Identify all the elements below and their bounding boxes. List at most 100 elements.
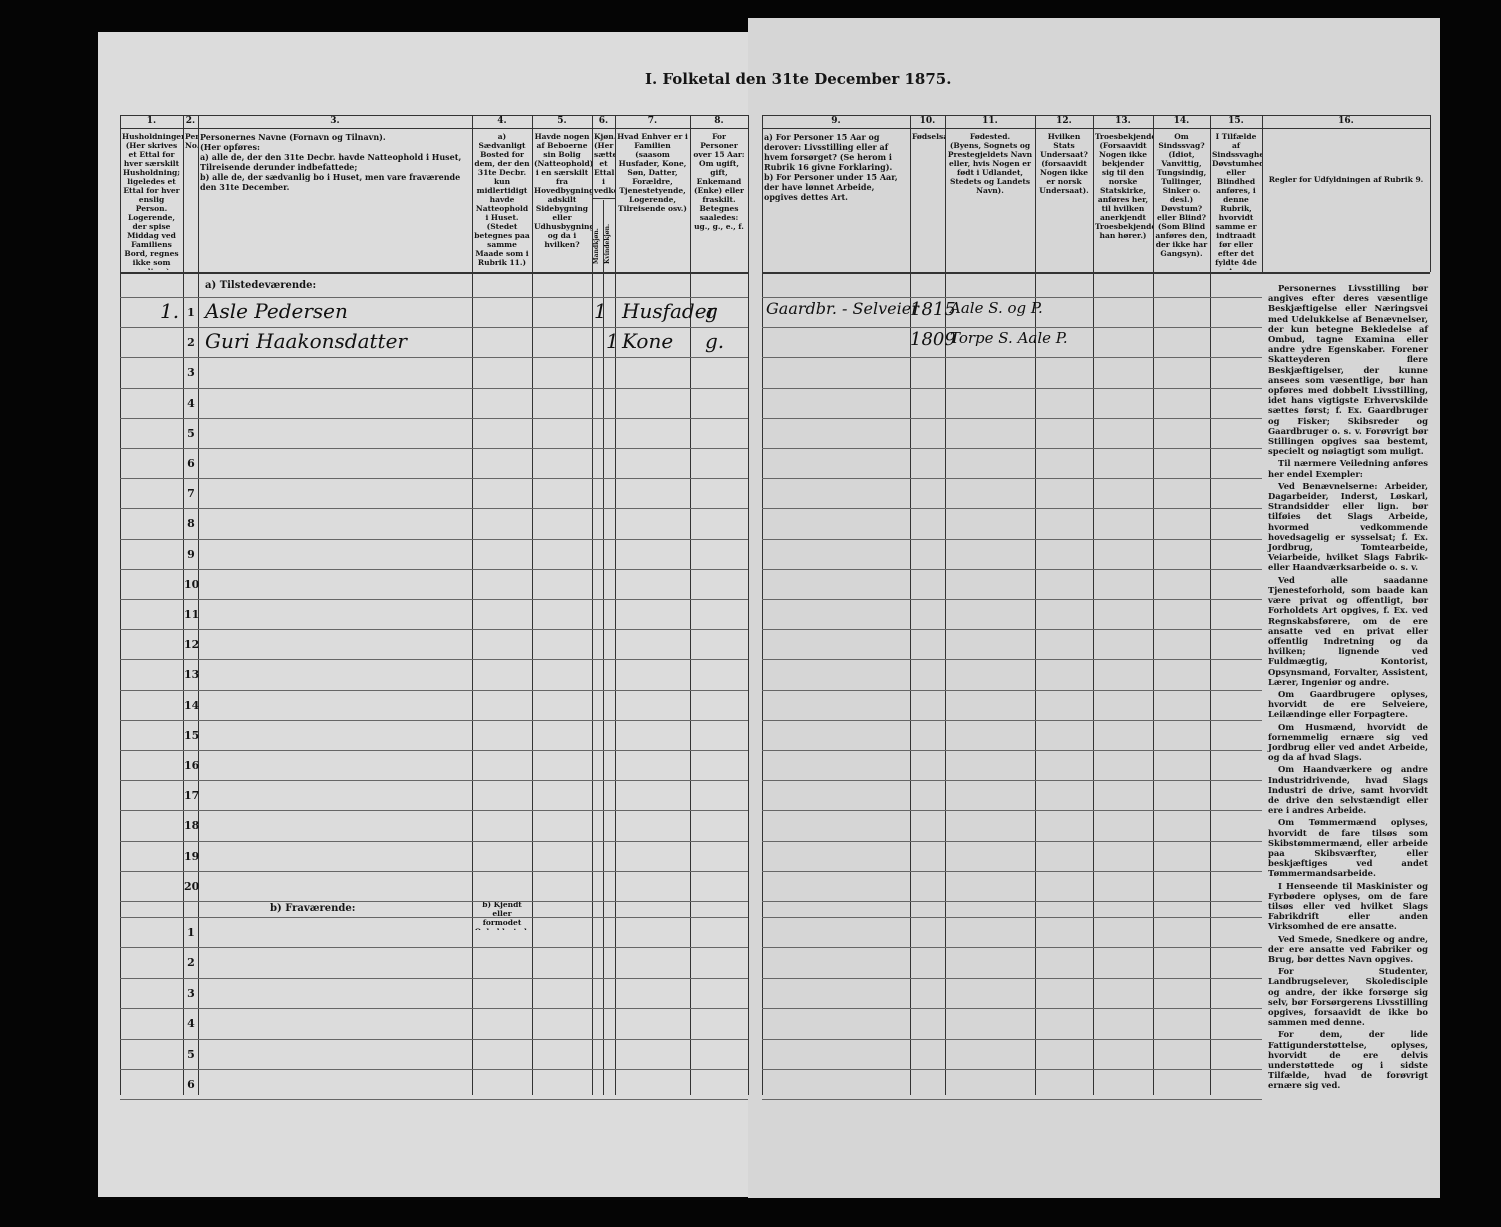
- column-number: 13.: [1115, 116, 1131, 126]
- row-rule: [120, 538, 748, 540]
- rules-paragraph: Til nærmere Veiledning anføres her endel…: [1268, 458, 1428, 479]
- column-number: 2.: [185, 116, 196, 126]
- rules-paragraph: Om Husmænd, hvorvidt de fornemmelig ernæ…: [1268, 721, 1428, 763]
- row-rule: [762, 1099, 1262, 1101]
- rules-paragraph: For Studenter, Landbrugselever, Skoledis…: [1268, 966, 1428, 1028]
- form-title: I. Folketal den 31te December 1875.: [645, 70, 952, 88]
- rule: [762, 115, 763, 1095]
- row-rule: [762, 538, 1262, 540]
- row-number: 7: [187, 487, 195, 501]
- row-number: 18: [184, 819, 200, 833]
- rules-paragraph: Om Haandværkere og andre Industridrivend…: [1268, 764, 1428, 816]
- row-rule: [120, 599, 748, 600]
- column-header: Kjøn. (Her sættes et Ettal i vedkommende…: [594, 132, 615, 196]
- column-number: 11.: [982, 116, 998, 126]
- row-rule: [120, 629, 748, 631]
- row-rule: [120, 840, 748, 842]
- rule: [472, 115, 473, 1095]
- row-rule: [120, 977, 748, 979]
- row-rule: [762, 659, 1262, 661]
- column-number: 7.: [647, 116, 658, 126]
- rule: [1035, 115, 1036, 1095]
- row-rule: [120, 659, 748, 661]
- rules-paragraph: Ved Benævnelserne: Arbeider, Dagarbeider…: [1268, 480, 1428, 573]
- sex-subheader: Kvindekjøn.: [604, 223, 611, 264]
- column-number: 8.: [714, 116, 724, 126]
- rule: [120, 128, 748, 129]
- row-number: 4: [187, 1017, 195, 1031]
- row-number: 19: [184, 849, 200, 863]
- row-rule: [762, 719, 1262, 721]
- column-number: 15.: [1228, 116, 1244, 126]
- column-header: a) For Personer 15 Aar og derover: Livss…: [764, 132, 898, 202]
- row-rule: [762, 1069, 1262, 1070]
- row-rule: [120, 1008, 748, 1010]
- row-rule: [120, 917, 748, 918]
- rule: [532, 115, 533, 1095]
- row-number: 5: [187, 1047, 195, 1061]
- rule: [592, 198, 615, 199]
- row-rule: [762, 810, 1262, 812]
- row-rule: [762, 357, 1262, 359]
- section-label: b) Fraværende:: [270, 903, 356, 914]
- row-rule: [762, 599, 1262, 600]
- rules-paragraph: Personernes Livsstilling bør angives eft…: [1268, 283, 1428, 457]
- row-rule: [762, 508, 1262, 510]
- column-number: 5.: [557, 116, 567, 126]
- column-number: 6.: [598, 116, 609, 126]
- rule: [120, 272, 748, 274]
- rules-paragraph: Ved alle saadanne Tjenesteforhold, som b…: [1268, 574, 1428, 687]
- row-rule: [120, 780, 748, 782]
- rule: [1093, 115, 1094, 1095]
- row-number: 17: [184, 789, 200, 803]
- rule: [910, 115, 911, 1095]
- left-page: [98, 32, 748, 1197]
- row-rule: [120, 901, 748, 902]
- row-rule: [120, 508, 748, 510]
- handwritten-entry: Gaardbr. - Selveier: [766, 299, 919, 318]
- row-rule: [762, 1008, 1262, 1010]
- rule: [198, 115, 199, 1095]
- rule: [1210, 115, 1211, 1095]
- row-rule: [762, 387, 1262, 389]
- row-number: 15: [184, 728, 200, 742]
- column-header: Personernes Navne (Fornavn og Tilnavn). …: [200, 132, 462, 192]
- row-rule: [120, 478, 748, 480]
- rules-paragraph: I Henseende til Maskinister og Fyrbødere…: [1268, 880, 1428, 932]
- row-number: 3: [187, 366, 195, 380]
- column-number: 16.: [1338, 116, 1354, 126]
- row-number: 8: [187, 517, 195, 531]
- row-number: 12: [184, 638, 200, 652]
- row-number: 1: [187, 926, 195, 939]
- column-number: 4.: [497, 116, 507, 126]
- row-rule: [762, 297, 1262, 298]
- row-rule: [120, 689, 748, 691]
- rule: [1262, 115, 1263, 272]
- section-label: a) Tilstedeværende:: [205, 280, 317, 291]
- row-number: 1: [187, 306, 195, 319]
- rule: [615, 115, 616, 1095]
- row-number: 13: [184, 668, 200, 682]
- handwritten-entry: g: [705, 299, 718, 323]
- row-rule: [120, 719, 748, 721]
- column-header: For Personer over 15 Aar: Om ugift, gift…: [693, 132, 745, 231]
- row-rule: [762, 448, 1262, 449]
- column-header: I Tilfælde af Sindssvaghed, Døvstumhed e…: [1212, 132, 1262, 270]
- handwritten-entry: g.: [705, 329, 725, 354]
- rule: [690, 115, 691, 1095]
- handwritten-entry: Torpe S. Aale P.: [950, 329, 1068, 348]
- row-number: 2: [187, 956, 195, 970]
- column-number: 12.: [1056, 116, 1072, 126]
- row-number: 5: [187, 426, 195, 440]
- row-rule: [120, 1038, 748, 1040]
- rules-text: Personernes Livsstilling bør angives eft…: [1268, 283, 1428, 1093]
- row-rule: [120, 947, 748, 949]
- rule: [1153, 115, 1154, 1095]
- handwritten-entry: 1809: [910, 329, 956, 351]
- handwritten-entry: 1815: [910, 299, 956, 320]
- row-rule: [120, 387, 748, 389]
- rule: [592, 115, 593, 1095]
- column-header: Hvad Enhver er i Familien (saasom Husfad…: [617, 132, 688, 213]
- handwritten-entry: Aale S. og P.: [950, 299, 1043, 317]
- handwritten-entry: Asle Pedersen: [205, 299, 348, 323]
